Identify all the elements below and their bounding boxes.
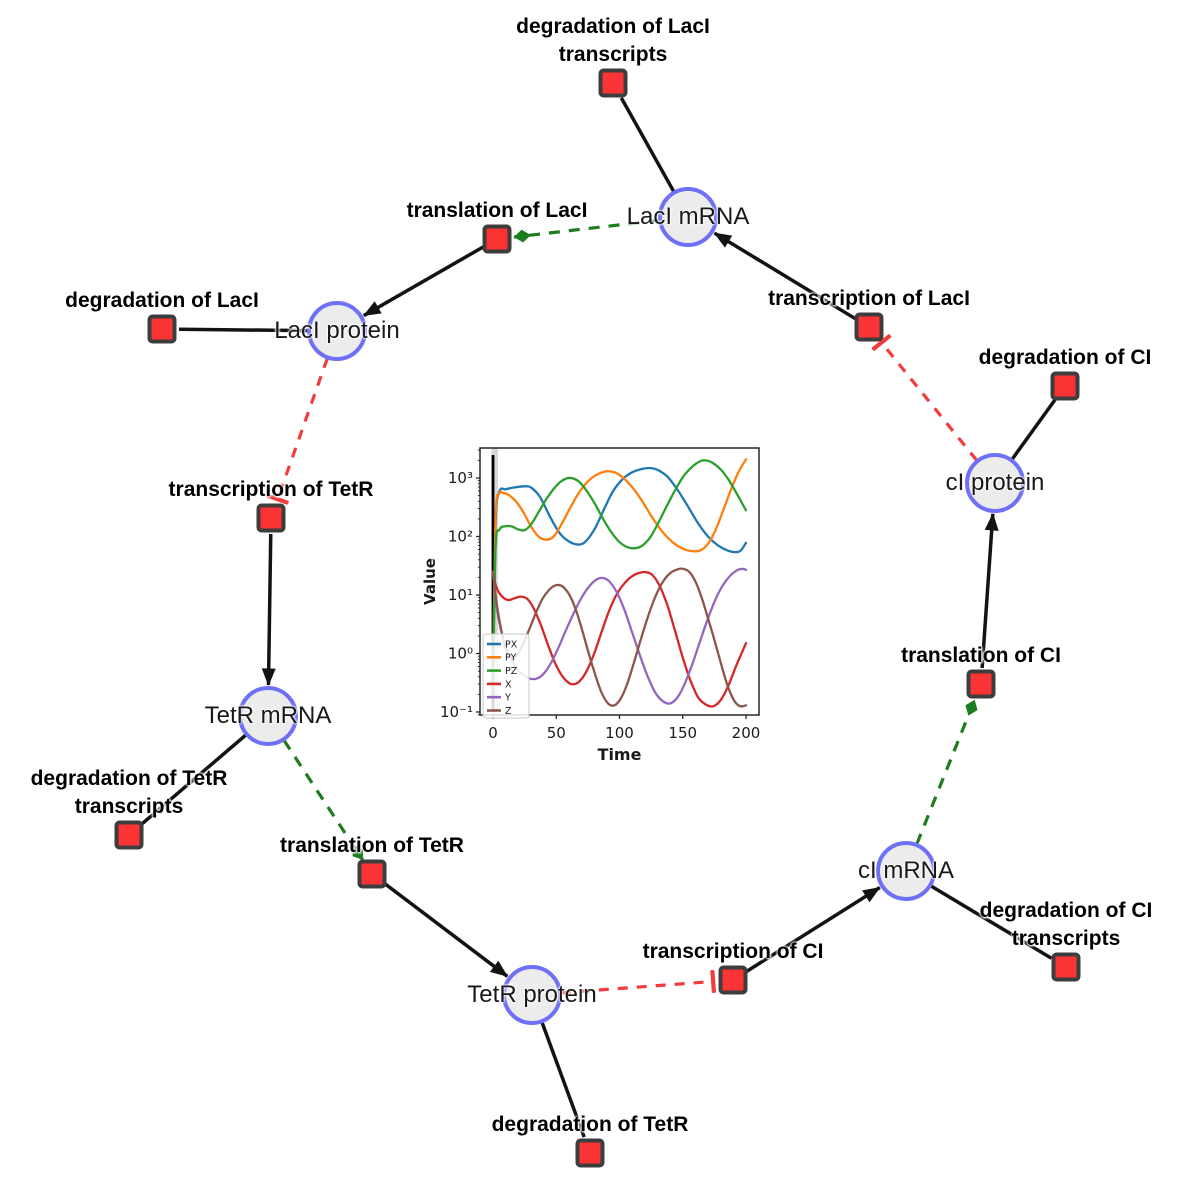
reaction-label-line: transcripts	[1011, 927, 1121, 950]
reaction-label-line: degradation of LacI	[65, 289, 259, 312]
edge-production-transl_ci-ci_protein	[980, 512, 999, 669]
reaction-node-transcr_tetr[interactable]	[256, 503, 286, 533]
edge-consumption-tetr_mrna-deg_tetr_tx	[140, 733, 248, 826]
legend-item-label: PZ	[505, 666, 518, 677]
reaction-label-transcr_laci: transcription of LacI	[768, 285, 970, 313]
edge-consumption-laci_protein-deg_laci	[178, 327, 309, 333]
edge-inhibition-laci_protein-transcr_tetr	[266, 357, 329, 505]
reaction-label-line: translation of CI	[901, 644, 1061, 667]
species-node-ci_mrna[interactable]	[876, 841, 936, 901]
reaction-label-deg_tetr_tx: degradation of TetR transcripts	[31, 765, 228, 821]
species-node-tetr_mrna[interactable]	[238, 686, 298, 746]
edge-consumption-laci_mrna-deg_laci_tx	[619, 96, 676, 193]
x-tick-label: 150	[668, 724, 697, 742]
species-node-ci_protein[interactable]	[965, 453, 1025, 513]
legend-item-label: PX	[505, 639, 518, 650]
reaction-label-line: degradation of TetR	[491, 1113, 689, 1136]
series-PZ-line	[491, 459, 748, 696]
y-tick-label: 10¹	[448, 586, 473, 604]
species-node-tetr_protein[interactable]	[502, 965, 562, 1025]
reaction-node-deg_laci[interactable]	[147, 314, 177, 344]
x-tick-label: 0	[488, 724, 498, 742]
edge-modifier-laci_mrna-transl_laci	[513, 218, 660, 243]
y-tick-label: 10⁰	[448, 645, 473, 663]
y-tick-label: 10³	[448, 469, 473, 487]
reaction-label-line: transcription of TetR	[168, 478, 374, 501]
legend-item-label: Z	[505, 706, 512, 717]
x-tick-label: 200	[732, 724, 761, 742]
edge-production-transl_tetr-tetr_protein	[383, 882, 509, 978]
reaction-label-deg_laci: degradation of LacI	[65, 287, 259, 315]
reaction-label-deg_ci: degradation of CI	[979, 344, 1152, 372]
edge-modifier-tetr_mrna-transl_tetr	[282, 739, 364, 861]
reaction-label-line: degradation of CI	[978, 346, 1152, 369]
reaction-node-deg_tetr[interactable]	[575, 1138, 605, 1168]
x-tick-label: 100	[605, 724, 634, 742]
edge-production-transcr_ci-ci_mrna	[745, 886, 881, 973]
reaction-node-transl_ci[interactable]	[966, 669, 996, 699]
reaction-label-line: transcription of CI	[642, 940, 824, 963]
series-PY-line	[491, 458, 748, 696]
reaction-node-transcr_laci[interactable]	[854, 312, 884, 342]
reaction-label-deg_ci_tx: degradation of CI transcripts	[980, 897, 1153, 953]
reaction-label-transl_ci: translation of CI	[901, 642, 1061, 670]
reaction-label-deg_laci_tx: degradation of LacI transcripts	[516, 13, 710, 69]
reaction-label-transl_tetr: translation of TetR	[280, 832, 464, 860]
reaction-node-transcr_ci[interactable]	[718, 965, 748, 995]
series-PX-line	[491, 466, 748, 696]
edge-inhibition-ci_protein-transcr_laci	[871, 334, 979, 462]
reaction-label-line: transcripts	[74, 795, 184, 818]
edge-consumption-ci_mrna-deg_ci_tx	[929, 884, 1053, 960]
x-tick-label: 50	[547, 724, 566, 742]
reaction-label-line: degradation of LacI	[516, 15, 710, 38]
chart-legend: PX PY PZ XYZ	[482, 633, 530, 719]
legend-item-label: Y	[504, 693, 511, 704]
reaction-label-deg_tetr: degradation of TetR	[492, 1111, 689, 1139]
reaction-node-transl_laci[interactable]	[482, 224, 512, 254]
chart-ylabel: Value	[421, 558, 439, 605]
edge-inhibition-tetr_protein-transcr_ci	[560, 969, 716, 995]
chart-xlabel: Time	[598, 745, 642, 764]
legend-item-label: PY	[505, 653, 517, 664]
reaction-node-deg_tetr_tx[interactable]	[114, 820, 144, 850]
legend-item-label: X	[505, 679, 512, 690]
reaction-label-line: transcripts	[558, 43, 668, 66]
edge-modifier-ci_mrna-transl_ci	[915, 699, 978, 845]
reaction-label-transl_laci: translation of LacI	[407, 197, 588, 225]
y-tick-label: 10²	[448, 528, 473, 546]
series-Z-line	[491, 567, 748, 708]
reaction-node-deg_ci_tx[interactable]	[1051, 952, 1081, 982]
reaction-label-transcr_ci: transcription of CI	[643, 938, 824, 966]
reaction-label-line: translation of TetR	[280, 834, 464, 857]
reaction-label-line: translation of LacI	[406, 199, 588, 222]
reaction-label-line: degradation of CI	[979, 899, 1153, 922]
species-node-laci_mrna[interactable]	[658, 187, 718, 247]
edge-consumption-tetr_protein-deg_tetr	[540, 1021, 586, 1138]
reaction-node-deg_laci_tx[interactable]	[598, 68, 628, 98]
reaction-node-deg_ci[interactable]	[1050, 371, 1080, 401]
edge-production-transl_laci-laci_protein	[363, 245, 485, 318]
reaction-label-line: degradation of TetR	[30, 767, 228, 790]
reaction-label-transcr_tetr: transcription of TetR	[169, 476, 374, 504]
species-node-laci_protein[interactable]	[307, 301, 367, 361]
edge-production-transcr_tetr-tetr_mrna	[261, 533, 276, 687]
edge-consumption-ci_protein-deg_ci	[1010, 398, 1057, 461]
edge-production-transcr_laci-laci_mrna	[713, 231, 857, 321]
reaction-label-line: transcription of LacI	[768, 287, 970, 310]
reaction-node-transl_tetr[interactable]	[357, 859, 387, 889]
y-tick-label: 10⁻¹	[440, 703, 473, 721]
